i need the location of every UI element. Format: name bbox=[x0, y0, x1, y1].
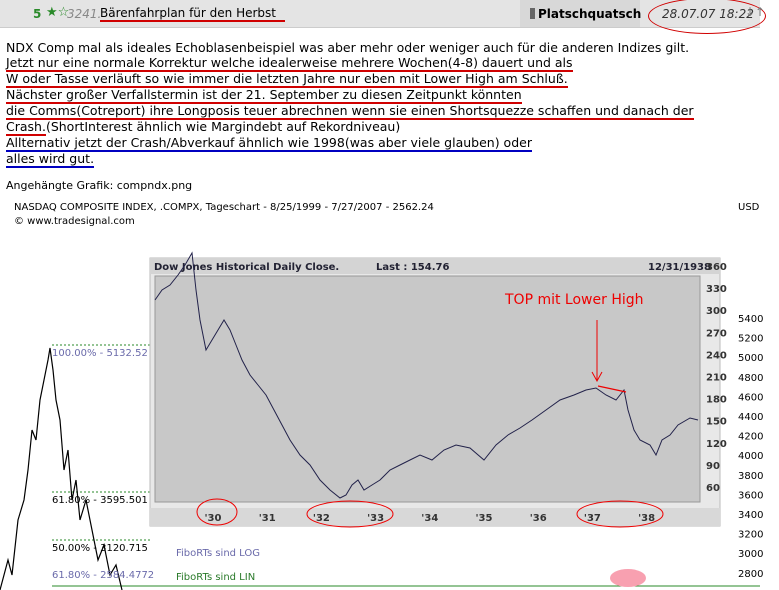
attachment-label: Angehängte Grafik: compndx.png bbox=[6, 179, 193, 192]
y-tick-label: 5200 bbox=[738, 334, 763, 345]
author-icon bbox=[530, 8, 535, 19]
y-tick-label: 3000 bbox=[738, 549, 763, 560]
fibo-label: 50.00% - 3120.715 bbox=[52, 543, 148, 554]
circle bbox=[576, 500, 664, 528]
star-icon: ★☆ bbox=[46, 5, 70, 20]
y-tick-label: 330 bbox=[706, 284, 727, 295]
x-tick-label: '32 bbox=[313, 513, 330, 524]
y-tick-label: 360 bbox=[706, 262, 727, 273]
fibo-label: 61.80% - 2584.4772 bbox=[52, 570, 154, 581]
chart-header: NASDAQ COMPOSITE INDEX, .COMPX, Tagescha… bbox=[14, 202, 434, 213]
body-line: Crash.(ShortInterest ähnlich wie Margind… bbox=[6, 119, 401, 136]
body-line: W oder Tasse verläuft so wie immer die l… bbox=[6, 71, 568, 88]
circle bbox=[306, 500, 394, 528]
y-tick-label: 60 bbox=[706, 483, 720, 494]
y-tick-label: 120 bbox=[706, 439, 727, 450]
y-tick-label: 4400 bbox=[738, 412, 763, 423]
x-tick-label: '35 bbox=[476, 513, 493, 524]
y-tick-label: 300 bbox=[706, 306, 727, 317]
fibo-note: FiboRTs sind LIN bbox=[176, 572, 255, 583]
arrow-head bbox=[591, 371, 603, 383]
y-tick-label: 2800 bbox=[738, 569, 763, 580]
y-tick-label: 5000 bbox=[738, 353, 763, 364]
y-tick-label: 4600 bbox=[738, 392, 763, 403]
author[interactable]: Platschquatsch bbox=[538, 7, 642, 21]
highlight bbox=[610, 569, 646, 587]
y-tick-label: 3200 bbox=[738, 530, 763, 541]
y-tick-label: 5400 bbox=[738, 314, 763, 325]
post-title[interactable]: Bärenfahrplan für den Herbst bbox=[100, 6, 285, 22]
y-tick-label: 270 bbox=[706, 328, 727, 339]
y-tick-label: 150 bbox=[706, 417, 727, 428]
nav-arrows[interactable]: ↓↑ bbox=[745, 5, 766, 19]
y-tick-label: 3800 bbox=[738, 471, 763, 482]
fibo-label: 61.80% - 3595.501 bbox=[52, 495, 148, 506]
body-text: (ShortInterest ähnlich wie Margindebt au… bbox=[45, 119, 401, 134]
body-line: die Comms(Cotreport) ihre Longposis teue… bbox=[6, 103, 694, 120]
body-text: Crash. bbox=[6, 119, 46, 136]
y-tick-label: 3600 bbox=[738, 490, 763, 501]
circle bbox=[196, 498, 238, 526]
y-tick-label: 180 bbox=[706, 395, 727, 406]
x-tick-label: '36 bbox=[530, 513, 547, 524]
dow-line bbox=[154, 251, 699, 499]
fibo-label: 100.00% - 5132.52 bbox=[52, 348, 148, 359]
body-line: Nächster großer Verfallstermin ist der 2… bbox=[6, 87, 522, 104]
rating: 5 bbox=[33, 7, 42, 21]
x-tick-label: '31 bbox=[259, 513, 276, 524]
x-tick-label: '37 bbox=[584, 513, 601, 524]
date-circle bbox=[648, 0, 766, 34]
y-tick-label: 90 bbox=[706, 461, 720, 472]
y-tick-label: 4000 bbox=[738, 451, 763, 462]
dow-date: 12/31/1938 bbox=[648, 262, 711, 273]
author-cell bbox=[520, 0, 640, 27]
x-tick-label: '30 bbox=[205, 513, 222, 524]
y-tick-label: 210 bbox=[706, 373, 727, 384]
chart-copyright: © www.tradesignal.com bbox=[14, 216, 135, 227]
x-tick-label: '34 bbox=[421, 513, 438, 524]
dow-plot bbox=[154, 275, 701, 503]
y-tick-label: 3400 bbox=[738, 510, 763, 521]
body-line: Jetzt nur eine normale Korrektur welche … bbox=[6, 55, 573, 72]
dow-header bbox=[150, 258, 720, 274]
dow-title: Dow Jones Historical Daily Close. bbox=[154, 262, 339, 273]
post-number: 3241. bbox=[67, 7, 102, 21]
body-line: Allternativ jetzt der Crash/Abverkauf äh… bbox=[6, 135, 532, 152]
lower-high-line bbox=[597, 385, 627, 393]
y-tick-label: 4200 bbox=[738, 432, 763, 443]
nasdaq-line bbox=[0, 347, 123, 590]
y-tick-label: 4800 bbox=[738, 373, 763, 384]
x-tick-label: '38 bbox=[638, 513, 655, 524]
dow-last: Last : 154.76 bbox=[376, 262, 449, 273]
body-line: NDX Comp mal als ideales Echoblasenbeisp… bbox=[6, 40, 690, 55]
post-date: 28.07.07 18:22 bbox=[662, 7, 754, 21]
fibo-note: FiboRTs sind LOG bbox=[176, 548, 260, 559]
annotation: TOP mit Lower High bbox=[504, 292, 644, 308]
body-line: alles wird gut. bbox=[6, 151, 95, 168]
y-tick-label: 240 bbox=[706, 350, 727, 361]
x-tick-label: '33 bbox=[367, 513, 384, 524]
currency: USD bbox=[738, 202, 760, 213]
